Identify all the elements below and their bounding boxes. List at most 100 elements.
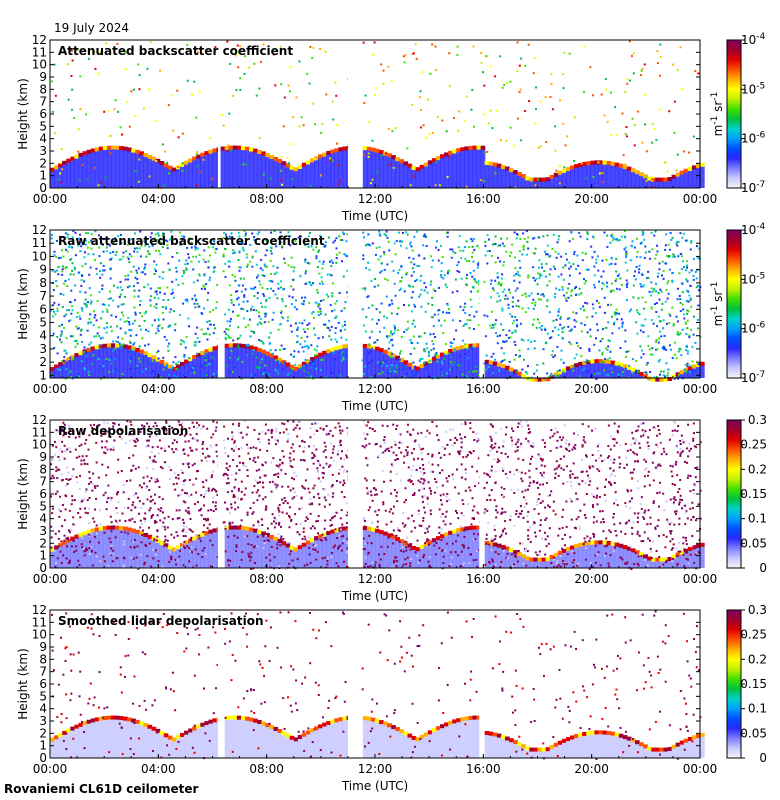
y-tick-label: 1 xyxy=(39,169,47,183)
colorbar-tick-label: 0.2 xyxy=(748,462,767,476)
y-tick-label: 1 xyxy=(39,368,47,382)
y-tick-label: 10 xyxy=(32,249,47,263)
x-tick-label: 12:00 xyxy=(358,192,393,206)
y-tick-label: 9 xyxy=(39,70,47,84)
colorbar-tick-label: 10-6 xyxy=(741,131,766,146)
colorbar-tick-label: 10-7 xyxy=(741,370,765,385)
colorbar-tick-label: 0.3 xyxy=(748,603,767,617)
panel-title: Raw attenuated backscatter coefficient xyxy=(58,234,325,248)
colorbar-gradient xyxy=(726,419,742,569)
y-axis-label: Height (km) xyxy=(16,458,30,529)
colorbar-tick-label: 10-4 xyxy=(741,32,766,47)
x-axis-label: Time (UTC) xyxy=(341,779,408,793)
x-tick-label: 12:00 xyxy=(358,382,393,396)
y-tick-label: 8 xyxy=(39,82,47,96)
colorbar-tick-label: 0.15 xyxy=(740,677,767,691)
colorbar-tick-label: 0.1 xyxy=(748,512,767,526)
station-footer: Rovaniemi CL61D ceilometer xyxy=(4,782,199,796)
colorbar-gradient xyxy=(726,39,742,189)
y-tick-label: 8 xyxy=(39,652,47,666)
y-tick-label: 1 xyxy=(39,549,47,563)
x-tick-label: 04:00 xyxy=(141,572,176,586)
y-tick-label: 9 xyxy=(39,263,47,277)
colorbar-tick-label: 0.05 xyxy=(740,726,767,740)
colorbar-tick-label: 0.3 xyxy=(748,413,767,427)
colorbar: 10-4 10-5 10-6 10-7 m-1 sr-1 xyxy=(710,222,766,385)
y-tick-label: 0 xyxy=(39,561,47,575)
heatmap-texture xyxy=(50,420,705,570)
colorbar-tick-label: 10-6 xyxy=(741,321,766,336)
x-tick-label: 16:00 xyxy=(466,762,501,776)
y-tick-label: 9 xyxy=(39,450,47,464)
y-tick-label: 11 xyxy=(32,425,47,439)
date-label: 19 July 2024 xyxy=(54,21,129,35)
y-tick-label: 1 xyxy=(39,739,47,753)
y-axis-label: Height (km) xyxy=(16,268,30,339)
y-tick-label: 3 xyxy=(39,342,47,356)
y-tick-label: 11 xyxy=(32,615,47,629)
x-tick-label: 04:00 xyxy=(141,762,176,776)
y-tick-label: 7 xyxy=(39,475,47,489)
colorbar-gradient xyxy=(726,229,742,379)
colorbar-tick-label: 0.1 xyxy=(748,702,767,716)
colorbar-tick-label: 10-5 xyxy=(741,81,765,96)
y-tick-label: 9 xyxy=(39,640,47,654)
x-tick-label: 00:00 xyxy=(33,382,68,396)
x-tick-label: 20:00 xyxy=(574,192,609,206)
x-tick-label: 12:00 xyxy=(358,762,393,776)
y-tick-label: 5 xyxy=(39,689,47,703)
y-tick-label: 3 xyxy=(39,714,47,728)
y-tick-label: 0 xyxy=(39,751,47,765)
x-tick-label: 08:00 xyxy=(249,762,284,776)
y-axis-label: Height (km) xyxy=(16,78,30,149)
y-tick-label: 4 xyxy=(39,329,47,343)
colorbar: 10-4 10-5 10-6 10-7 m-1 sr-1 xyxy=(710,32,766,195)
y-tick-label: 12 xyxy=(32,33,47,47)
x-tick-label: 00:00 xyxy=(683,572,718,586)
colorbar-gradient xyxy=(726,609,742,759)
y-tick-label: 7 xyxy=(39,665,47,679)
x-tick-label: 04:00 xyxy=(141,192,176,206)
colorbar-tick-label: 0.05 xyxy=(740,536,767,550)
colorbar-tick-label: 0.15 xyxy=(740,487,767,501)
x-tick-label: 08:00 xyxy=(249,572,284,586)
x-tick-label: 00:00 xyxy=(683,762,718,776)
y-tick-label: 8 xyxy=(39,462,47,476)
x-axis-label: Time (UTC) xyxy=(341,399,408,413)
y-tick-label: 12 xyxy=(32,223,47,237)
colorbar-tick-label: 10-7 xyxy=(741,180,765,195)
y-tick-label: 8 xyxy=(39,276,47,290)
panel-title: Attenuated backscatter coefficient xyxy=(58,44,293,58)
heatmap-texture xyxy=(50,40,705,190)
colorbar-tick-label: 10-5 xyxy=(741,271,765,286)
panel-title: Smoothed lidar depolarisation xyxy=(58,614,264,628)
y-tick-label: 12 xyxy=(32,413,47,427)
x-tick-label: 20:00 xyxy=(574,382,609,396)
y-axis-label: Height (km) xyxy=(16,648,30,719)
x-tick-label: 00:00 xyxy=(683,382,718,396)
panel-title: Raw depolarisation xyxy=(58,424,188,438)
x-tick-label: 00:00 xyxy=(33,762,68,776)
x-tick-label: 00:00 xyxy=(33,192,68,206)
y-tick-label: 5 xyxy=(39,316,47,330)
y-tick-label: 7 xyxy=(39,95,47,109)
x-tick-label: 20:00 xyxy=(574,572,609,586)
x-tick-label: 16:00 xyxy=(466,382,501,396)
panel-1: Attenuated backscatter coefficient012345… xyxy=(16,32,766,223)
colorbar: 0.3 0.25 0.2 0.15 0.1 0.05 0 xyxy=(726,413,767,575)
y-tick-label: 0 xyxy=(39,181,47,195)
y-tick-label: 4 xyxy=(39,512,47,526)
x-axis-label: Time (UTC) xyxy=(341,589,408,603)
colorbar-tick-label: 0.25 xyxy=(740,628,767,642)
colorbar-tick-label: 10-4 xyxy=(741,222,766,237)
x-tick-label: 12:00 xyxy=(358,572,393,586)
x-tick-label: 20:00 xyxy=(574,762,609,776)
y-tick-label: 2 xyxy=(39,156,47,170)
colorbar-tick-label: 0 xyxy=(759,751,767,765)
colorbar-tick-label: 0.2 xyxy=(748,652,767,666)
y-tick-label: 6 xyxy=(39,487,47,501)
x-tick-label: 00:00 xyxy=(683,192,718,206)
y-tick-label: 4 xyxy=(39,702,47,716)
